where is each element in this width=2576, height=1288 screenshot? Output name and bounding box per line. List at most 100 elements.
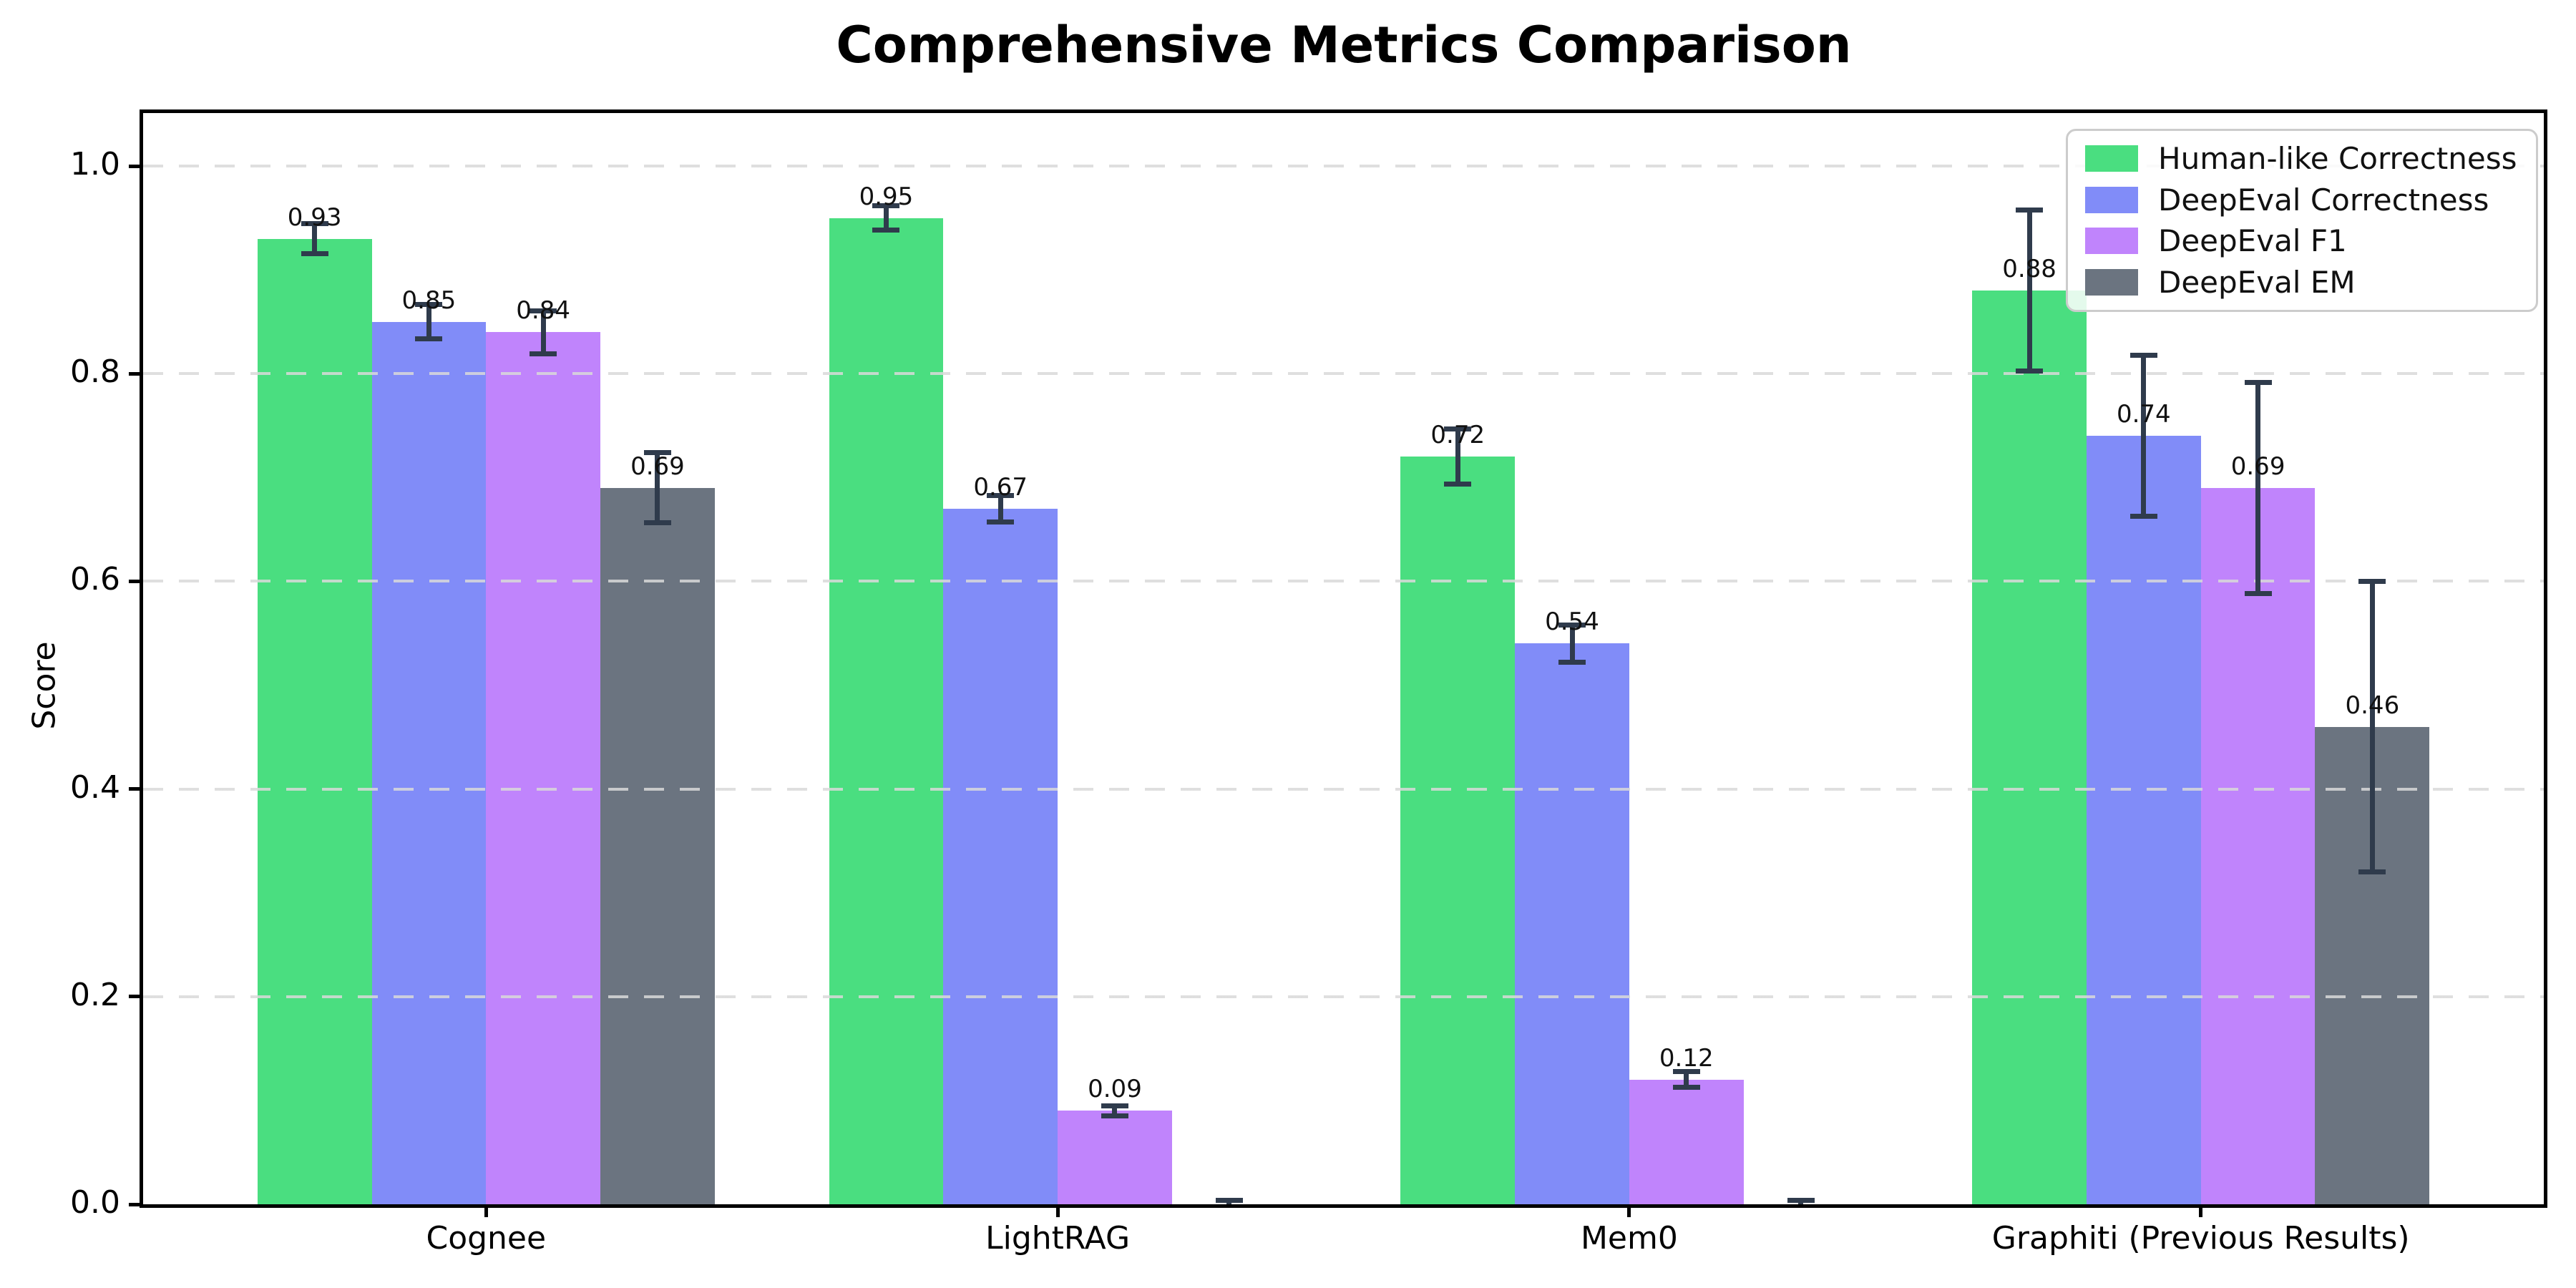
y-axis-label: Score <box>26 641 63 730</box>
bar-value-label: 0.95 <box>859 182 914 211</box>
y-tick-mark <box>129 787 142 791</box>
bar-value-label: 0.69 <box>630 452 685 481</box>
bar-value-label: 0.88 <box>2002 255 2057 284</box>
error-bar-cap-top <box>1215 1198 1243 1204</box>
error-bar <box>312 223 318 255</box>
bar-lightrag-series-0 <box>829 218 944 1204</box>
y-tick-label: 0.0 <box>70 1184 120 1221</box>
error-bar-cap-top <box>1787 1198 1815 1204</box>
plot-area: 0.93 0.95 0.72 0.88 0.85 0.67 0.54 0.74 0.84 0.09… <box>143 113 2544 1204</box>
y-tick-label: 0.2 <box>70 976 120 1013</box>
error-bar <box>883 205 889 230</box>
legend-swatch-icon <box>2085 186 2138 213</box>
bar-value-label: 0.85 <box>401 286 457 315</box>
y-tick-mark <box>129 164 142 168</box>
bar-graphiti-previous-results--series-1 <box>2086 436 2201 1204</box>
gridline-0.4 <box>143 787 2544 791</box>
legend-item: DeepEval F1 <box>2085 223 2529 258</box>
gridline-0.6 <box>143 580 2544 583</box>
legend-label: DeepEval F1 <box>2158 223 2347 259</box>
bar-cognee-series-2 <box>486 332 601 1204</box>
error-bar-cap-top <box>1558 623 1586 628</box>
error-bar-cap-top <box>1672 1069 1700 1075</box>
gridline-0.8 <box>143 372 2544 376</box>
x-tick-mark <box>1627 1206 1631 1217</box>
x-tick-mark <box>1055 1206 1060 1217</box>
legend: Human-like Correctness DeepEval Correctn… <box>2066 129 2538 312</box>
bar-value-label: 0.93 <box>287 203 342 232</box>
error-bar <box>997 494 1003 522</box>
legend-swatch-icon <box>2085 268 2138 296</box>
error-bar-cap-top <box>2016 207 2044 213</box>
bar-lightrag-series-2 <box>1058 1111 1172 1204</box>
error-bar-cap-bottom <box>2244 590 2272 596</box>
error-bar-cap-bottom <box>2016 369 2044 374</box>
bar-value-label: 0.74 <box>2116 400 2171 429</box>
legend-label: Human-like Correctness <box>2158 141 2517 177</box>
error-bar <box>540 310 546 354</box>
error-bar-cap-bottom <box>643 520 671 526</box>
error-bar-cap-bottom <box>1444 482 1472 487</box>
error-bar <box>2141 355 2147 517</box>
legend-swatch-icon <box>2085 145 2138 172</box>
y-tick-mark <box>129 371 142 376</box>
bar-mem0-series-1 <box>1515 643 1629 1204</box>
bar-value-label: 0.69 <box>2230 452 2285 481</box>
legend-item: Human-like Correctness <box>2085 141 2529 176</box>
bar-value-label: 0.09 <box>1088 1075 1142 1104</box>
error-bar-cap-top <box>2358 579 2386 585</box>
error-bar-cap-bottom <box>530 351 557 356</box>
error-bar <box>1684 1071 1689 1088</box>
error-bar-cap-top <box>872 203 900 209</box>
bar-value-label: 0.54 <box>1545 608 1599 637</box>
error-bar <box>1569 625 1575 663</box>
error-bar <box>2369 581 2375 872</box>
error-bar-cap-bottom <box>1558 659 1586 665</box>
bar-cognee-series-3 <box>600 487 715 1204</box>
y-tick-mark <box>129 995 142 999</box>
error-bar-cap-top <box>987 492 1015 498</box>
y-tick-label: 0.4 <box>70 769 120 806</box>
x-tick-label: LightRAG <box>985 1220 1131 1257</box>
error-bar-cap-bottom <box>415 336 443 342</box>
gridline-1.0 <box>143 165 2544 167</box>
error-bar-cap-top <box>2129 353 2157 358</box>
error-bar <box>426 303 431 340</box>
chart-title: Comprehensive Metrics Comparison <box>836 16 1852 74</box>
error-bar-cap-bottom <box>2358 869 2386 874</box>
bar-mem0-series-2 <box>1629 1079 1744 1204</box>
error-bar-cap-top <box>301 220 328 226</box>
x-tick-label: Cognee <box>426 1220 547 1257</box>
legend-swatch-icon <box>2085 228 2138 255</box>
x-tick-mark <box>2199 1206 2203 1217</box>
error-bar-cap-top <box>643 450 671 456</box>
error-bar <box>1455 429 1460 485</box>
y-tick-label: 0.8 <box>70 353 120 391</box>
x-tick-mark <box>484 1206 488 1217</box>
y-tick-mark <box>129 1202 142 1206</box>
error-bar-cap-bottom <box>987 519 1015 525</box>
legend-item: DeepEval Correctness <box>2085 182 2529 218</box>
legend-item: DeepEval EM <box>2085 265 2529 300</box>
bar-cognee-series-0 <box>257 238 372 1204</box>
error-bar-cap-bottom <box>301 251 328 257</box>
error-bar <box>2026 209 2032 372</box>
error-bar-cap-top <box>2244 379 2272 385</box>
bar-lightrag-series-1 <box>943 508 1058 1204</box>
gridline-0.2 <box>143 995 2544 998</box>
y-tick-label: 0.6 <box>70 561 120 598</box>
y-tick-label: 1.0 <box>70 146 120 182</box>
error-bar <box>655 452 660 524</box>
error-bar-cap-top <box>530 308 557 313</box>
plot-frame <box>140 109 2547 1208</box>
error-bar-cap-bottom <box>1101 1113 1128 1118</box>
x-tick-label: Mem0 <box>1580 1220 1678 1257</box>
error-bar-cap-top <box>1101 1103 1128 1109</box>
y-tick-mark <box>129 579 142 583</box>
error-bar-cap-bottom <box>1672 1085 1700 1091</box>
bar-value-label: 0.84 <box>516 296 571 326</box>
legend-label: DeepEval EM <box>2158 264 2356 300</box>
bar-graphiti-previous-results--series-0 <box>1972 291 2087 1204</box>
bar-value-label: 0.12 <box>1659 1043 1714 1073</box>
